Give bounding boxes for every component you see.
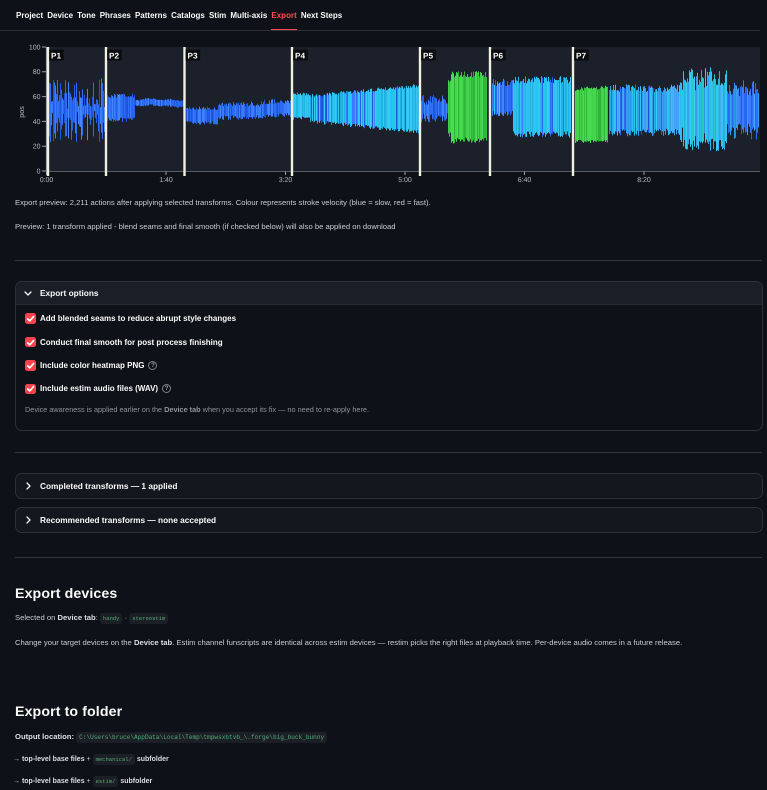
svg-text:3:20: 3:20 bbox=[279, 177, 293, 184]
svg-text:pos: pos bbox=[17, 106, 26, 118]
svg-text:P3: P3 bbox=[188, 51, 198, 60]
svg-text:100: 100 bbox=[29, 44, 41, 51]
svg-text:P1: P1 bbox=[51, 51, 61, 60]
svg-text:P4: P4 bbox=[295, 51, 305, 60]
svg-text:1:40: 1:40 bbox=[159, 177, 173, 184]
svg-text:P5: P5 bbox=[423, 51, 433, 60]
svg-text:5:00: 5:00 bbox=[398, 177, 412, 184]
svg-text:6:40: 6:40 bbox=[518, 177, 532, 184]
svg-text:20: 20 bbox=[33, 144, 41, 151]
svg-text:80: 80 bbox=[33, 69, 41, 76]
svg-text:P6: P6 bbox=[493, 51, 503, 60]
svg-text:P2: P2 bbox=[109, 51, 119, 60]
svg-text:60: 60 bbox=[33, 94, 41, 101]
svg-text:0:00: 0:00 bbox=[40, 177, 54, 184]
svg-text:P7: P7 bbox=[576, 51, 586, 60]
svg-text:8:20: 8:20 bbox=[637, 177, 651, 184]
svg-text:0: 0 bbox=[37, 168, 41, 175]
svg-text:40: 40 bbox=[33, 119, 41, 126]
